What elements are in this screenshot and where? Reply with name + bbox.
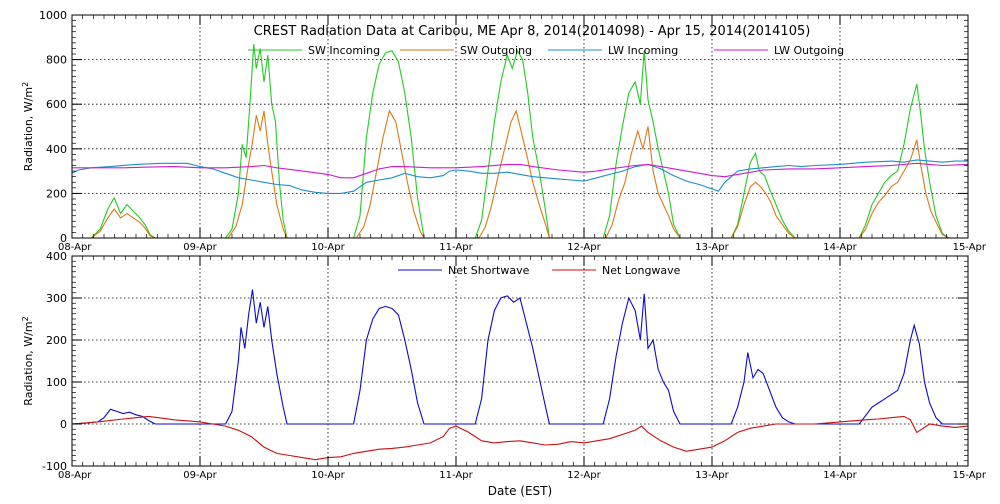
x-tick-label: 11-Apr	[439, 470, 473, 481]
series-line-lw_incoming	[71, 159, 968, 194]
y-tick-label: -100	[42, 460, 67, 473]
x-tick-label: 13-Apr	[695, 242, 729, 253]
x-tick-label: 09-Apr	[183, 242, 217, 253]
y-tick-label: 300	[46, 292, 67, 305]
legend-label-sw_outgoing: SW Outgoing	[460, 44, 532, 57]
series-line-sw_incoming	[72, 43, 968, 239]
legend-label-lw_outgoing: LW Outgoing	[774, 44, 844, 57]
y-tick-label: 100	[46, 376, 67, 389]
x-tick-label: 12-Apr	[567, 242, 601, 253]
legend-label-sw_incoming: SW Incoming	[308, 44, 380, 57]
legend-label-lw_incoming: LW Incoming	[608, 44, 678, 57]
y-tick-label: 1000	[39, 9, 67, 22]
x-tick-label: 12-Apr	[567, 470, 601, 481]
x-tick-label: 11-Apr	[439, 242, 473, 253]
series-line-net_shortwave	[71, 289, 968, 425]
y-tick-label: 600	[46, 98, 67, 111]
y-tick-label: 0	[60, 232, 67, 245]
x-tick-label: 09-Apr	[183, 470, 217, 481]
y-axis-label: Radiation, W/m2	[21, 82, 35, 171]
frame-layer	[71, 14, 969, 467]
x-tick-label: 08-Apr	[58, 470, 92, 481]
y-axis-label-superscript: 2	[21, 316, 30, 321]
x-tick-label: 14-Apr	[823, 242, 857, 253]
chart-title: CREST Radiation Data at Caribou, ME Apr …	[254, 24, 811, 39]
y-tick-label: 200	[46, 334, 67, 347]
y-axis-label: Radiation, W/m2	[21, 316, 35, 405]
legend-label-net_shortwave: Net Shortwave	[448, 264, 530, 277]
x-tick-label: 15-Apr	[953, 470, 987, 481]
x-tick-label: 10-Apr	[311, 470, 345, 481]
series-line-lw_outgoing	[72, 162, 969, 179]
x-tick-label: 10-Apr	[311, 242, 345, 253]
y-tick-label: 400	[46, 143, 67, 156]
series-line-net_longwave	[71, 415, 969, 461]
grid-layer	[71, 14, 969, 467]
x-tick-label: 14-Apr	[823, 470, 857, 481]
y-tick-label: 400	[46, 250, 67, 263]
x-tick-label: 13-Apr	[695, 470, 729, 481]
legend-label-net_longwave: Net Longwave	[602, 264, 681, 277]
y-tick-label: 800	[46, 54, 67, 67]
x-tick-label: 15-Apr	[953, 242, 987, 253]
x-axis-label: Date (EST)	[488, 484, 552, 498]
y-axis-label-superscript: 2	[21, 82, 30, 87]
x-tick-label: 08-Apr	[58, 242, 92, 253]
y-tick-label: 0	[60, 418, 67, 431]
series-layer	[71, 43, 969, 461]
y-tick-label: 200	[46, 187, 67, 200]
plot-frame	[71, 255, 969, 467]
